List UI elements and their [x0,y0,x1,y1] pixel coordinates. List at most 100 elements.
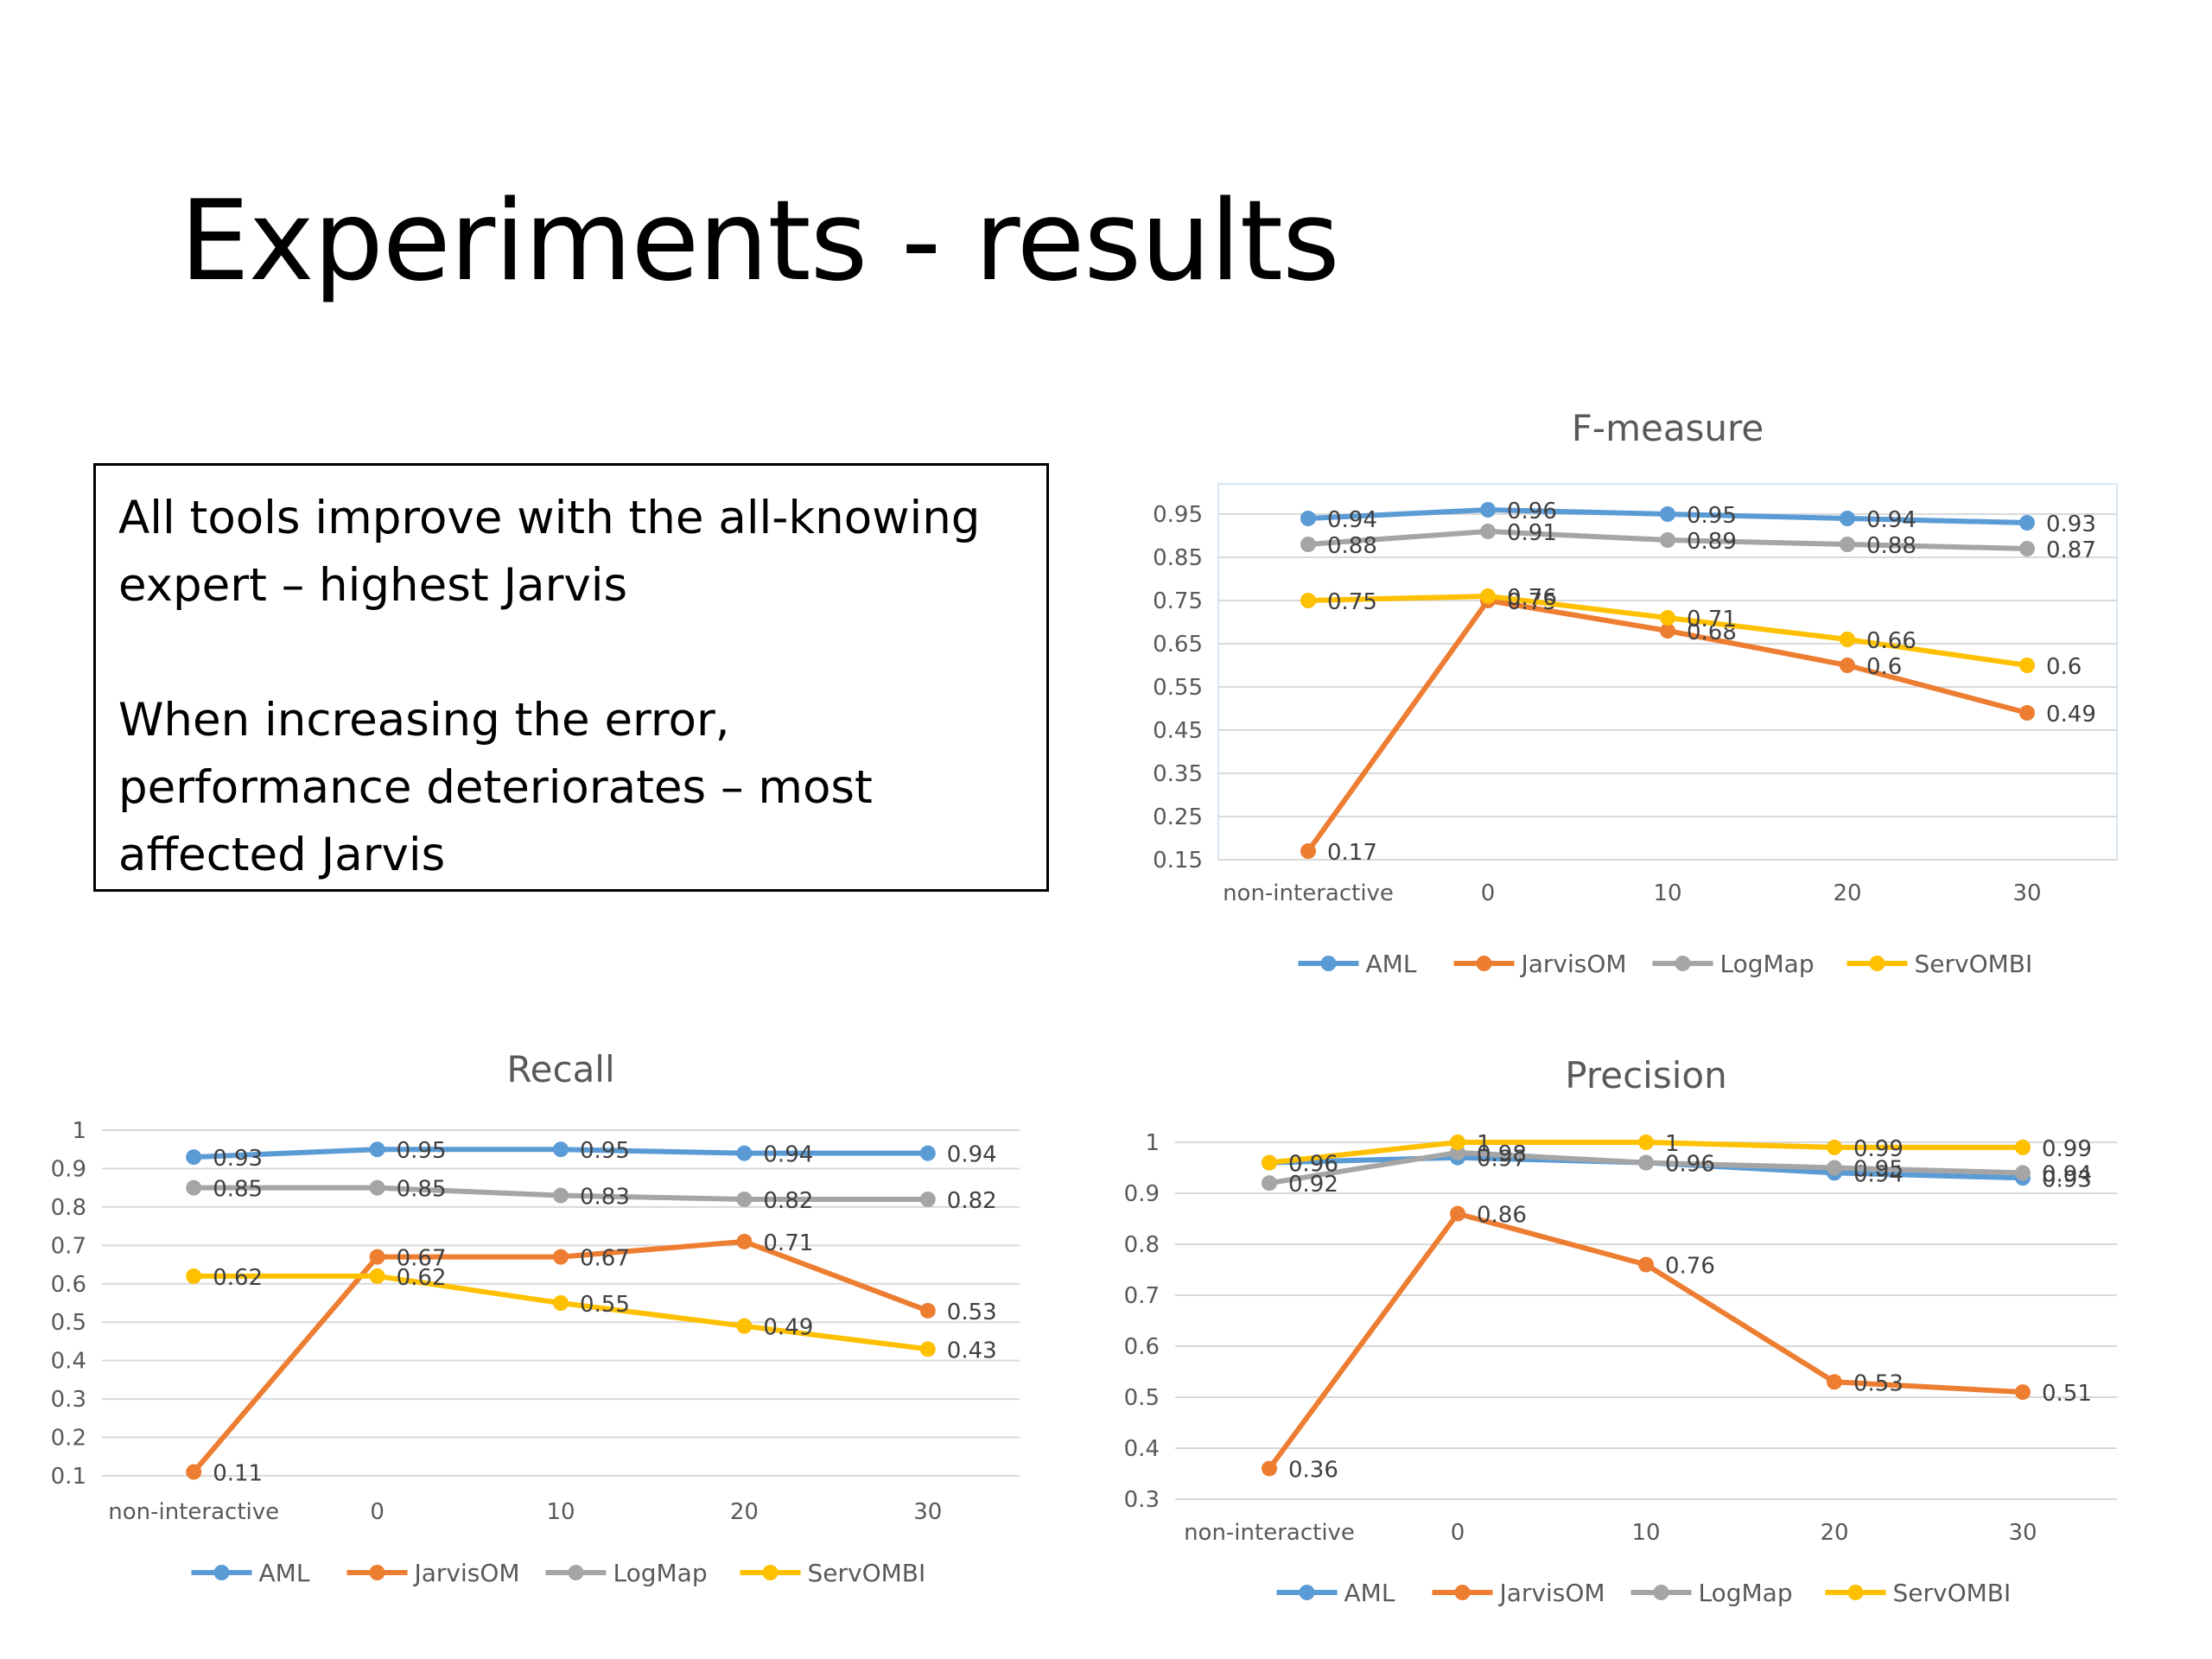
fmeasure-ytick-label: 0.75 [1153,588,1203,614]
precision-legend-marker [1653,1585,1669,1600]
fmeasure-data-point [1660,506,1675,522]
recall-ytick-label: 0.1 [51,1464,86,1490]
precision-data-label: 0.76 [1665,1254,1715,1280]
precision-legend-marker [1299,1585,1315,1600]
fmeasure-data-point [1840,632,1855,647]
precision-chart: Precision 1 0.9 0.8 0.7 0.6 0.5 0.4 0.3 non-inter… [1115,1037,2134,1624]
fmeasure-ytick-label: 0.35 [1153,761,1203,787]
precision-data-label: 1 [1477,1131,1491,1157]
precision-data-point [2015,1139,2031,1155]
precision-data-label: 0.92 [1288,1172,1338,1198]
recall-legend-marker [762,1565,779,1580]
recall-xtick-label: 20 [730,1499,759,1525]
recall-data-point [186,1149,202,1166]
precision-ytick-label: 0.5 [1124,1385,1160,1411]
fmeasure-data-point [1840,511,1855,526]
precision-data-point [1262,1460,1277,1477]
recall-data-point [186,1268,202,1284]
precision-data-point [2015,1165,2031,1181]
precision-ytick-label: 0.8 [1124,1232,1160,1258]
fmeasure-data-point [2019,515,2035,531]
fmeasure-xtick-label: 10 [1653,880,1681,906]
recall-ytick-label: 0.7 [51,1233,86,1259]
precision-xtick-label: 30 [2008,1520,2037,1546]
recall-legend-marker [213,1565,230,1580]
precision-legend-label: AML [1344,1579,1395,1607]
fmeasure-data-point [2019,541,2035,556]
recall-ytick-label: 0.3 [51,1387,86,1413]
fmeasure-data-label: 0.88 [1327,533,1377,559]
recall-data-label: 0.94 [947,1142,997,1168]
recall-data-point [736,1192,753,1207]
recall-data-point [919,1192,936,1207]
recall-data-label: 0.62 [213,1265,263,1291]
recall-data-point [553,1187,569,1204]
recall-data-label: 0.85 [397,1177,447,1203]
fmeasure-data-label: 0.71 [1687,607,1737,632]
fmeasure-data-point [1480,588,1496,604]
fmeasure-xtick-label: 0 [1481,880,1496,906]
precision-legend-label: JarvisOM [1498,1579,1605,1607]
recall-data-label: 0.94 [763,1142,813,1168]
fmeasure-data-label: 0.93 [2046,512,2096,537]
recall-ytick-label: 0.6 [51,1272,86,1298]
fmeasure-data-point [1300,593,1316,608]
fmeasure-data-label: 0.95 [1687,503,1737,529]
fmeasure-data-label: 0.91 [1507,520,1557,546]
precision-data-label: 0.99 [2042,1136,2092,1162]
precision-data-label: 1 [1665,1131,1680,1157]
precision-data-point [1450,1135,1465,1150]
recall-chart-svg: Recall 1 0.9 0.8 0.7 0.6 0.5 0.4 0.3 0.2 0.1 non-in… [51,1048,1020,1587]
recall-data-point [369,1268,385,1284]
fmeasure-chart-svg: F-measure 0.95 0.85 0.75 0.65 0.55 0.45 0.35 0.2… [1153,407,2118,978]
recall-data-point [736,1233,753,1249]
recall-data-label: 0.67 [397,1246,447,1272]
precision-data-point [1638,1135,1654,1150]
recall-data-label: 0.11 [213,1461,263,1487]
recall-legend-label: JarvisOM [413,1559,520,1587]
fmeasure-ytick-label: 0.95 [1153,502,1203,528]
precision-data-point [1827,1374,1842,1390]
fmeasure-legend-label: AML [1366,950,1417,978]
recall-legend-marker [369,1565,385,1580]
fmeasure-legend-label: ServOMBI [1915,950,2033,978]
precision-data-label: 0.36 [1288,1458,1338,1484]
recall-data-point [736,1318,753,1334]
precision-xtick-label: 20 [1820,1520,1848,1546]
recall-data-label: 0.82 [947,1188,997,1214]
recall-legend-label: AML [259,1559,310,1587]
recall-xtick-label: non-interactive [108,1499,279,1525]
recall-ytick-label: 0.8 [51,1195,86,1221]
precision-data-point [1262,1175,1277,1192]
precision-xtick-label: 0 [1451,1520,1465,1546]
fmeasure-ytick-label: 0.15 [1153,848,1203,874]
precision-data-point [2015,1384,2031,1401]
precision-data-label: 0.99 [1853,1136,1904,1162]
recall-data-label: 0.93 [213,1146,263,1172]
summary-textbox: All tools improve with the all-knowing e… [93,463,1049,892]
fmeasure-legend-label: LogMap [1720,950,1815,978]
recall-data-point [369,1179,385,1196]
fmeasure-legend-marker [1476,956,1492,971]
fmeasure-ytick-label: 0.45 [1153,718,1203,744]
recall-data-label: 0.95 [580,1138,630,1164]
summary-paragraph-2: When increasing the error, performance d… [118,694,873,881]
fmeasure-data-point [2019,705,2035,721]
precision-data-label: 0.96 [1665,1152,1715,1178]
fmeasure-data-label: 0.88 [1866,533,1916,559]
fmeasure-data-label: 0.6 [2046,654,2082,680]
fmeasure-data-point [1660,610,1675,626]
precision-xtick-label: non-interactive [1184,1520,1355,1546]
fmeasure-data-label: 0.94 [1327,507,1377,533]
recall-data-point [553,1141,569,1158]
fmeasure-data-point [1840,658,1855,673]
precision-data-point [1262,1154,1277,1171]
precision-data-point [1827,1139,1842,1155]
fmeasure-data-point [1480,502,1496,518]
recall-data-label: 0.67 [580,1246,630,1272]
fmeasure-data-point [1840,537,1855,552]
precision-legend-marker [1454,1585,1471,1600]
precision-xtick-label: 10 [1631,1520,1660,1546]
recall-data-point [919,1341,936,1357]
fmeasure-data-point [1300,843,1316,859]
